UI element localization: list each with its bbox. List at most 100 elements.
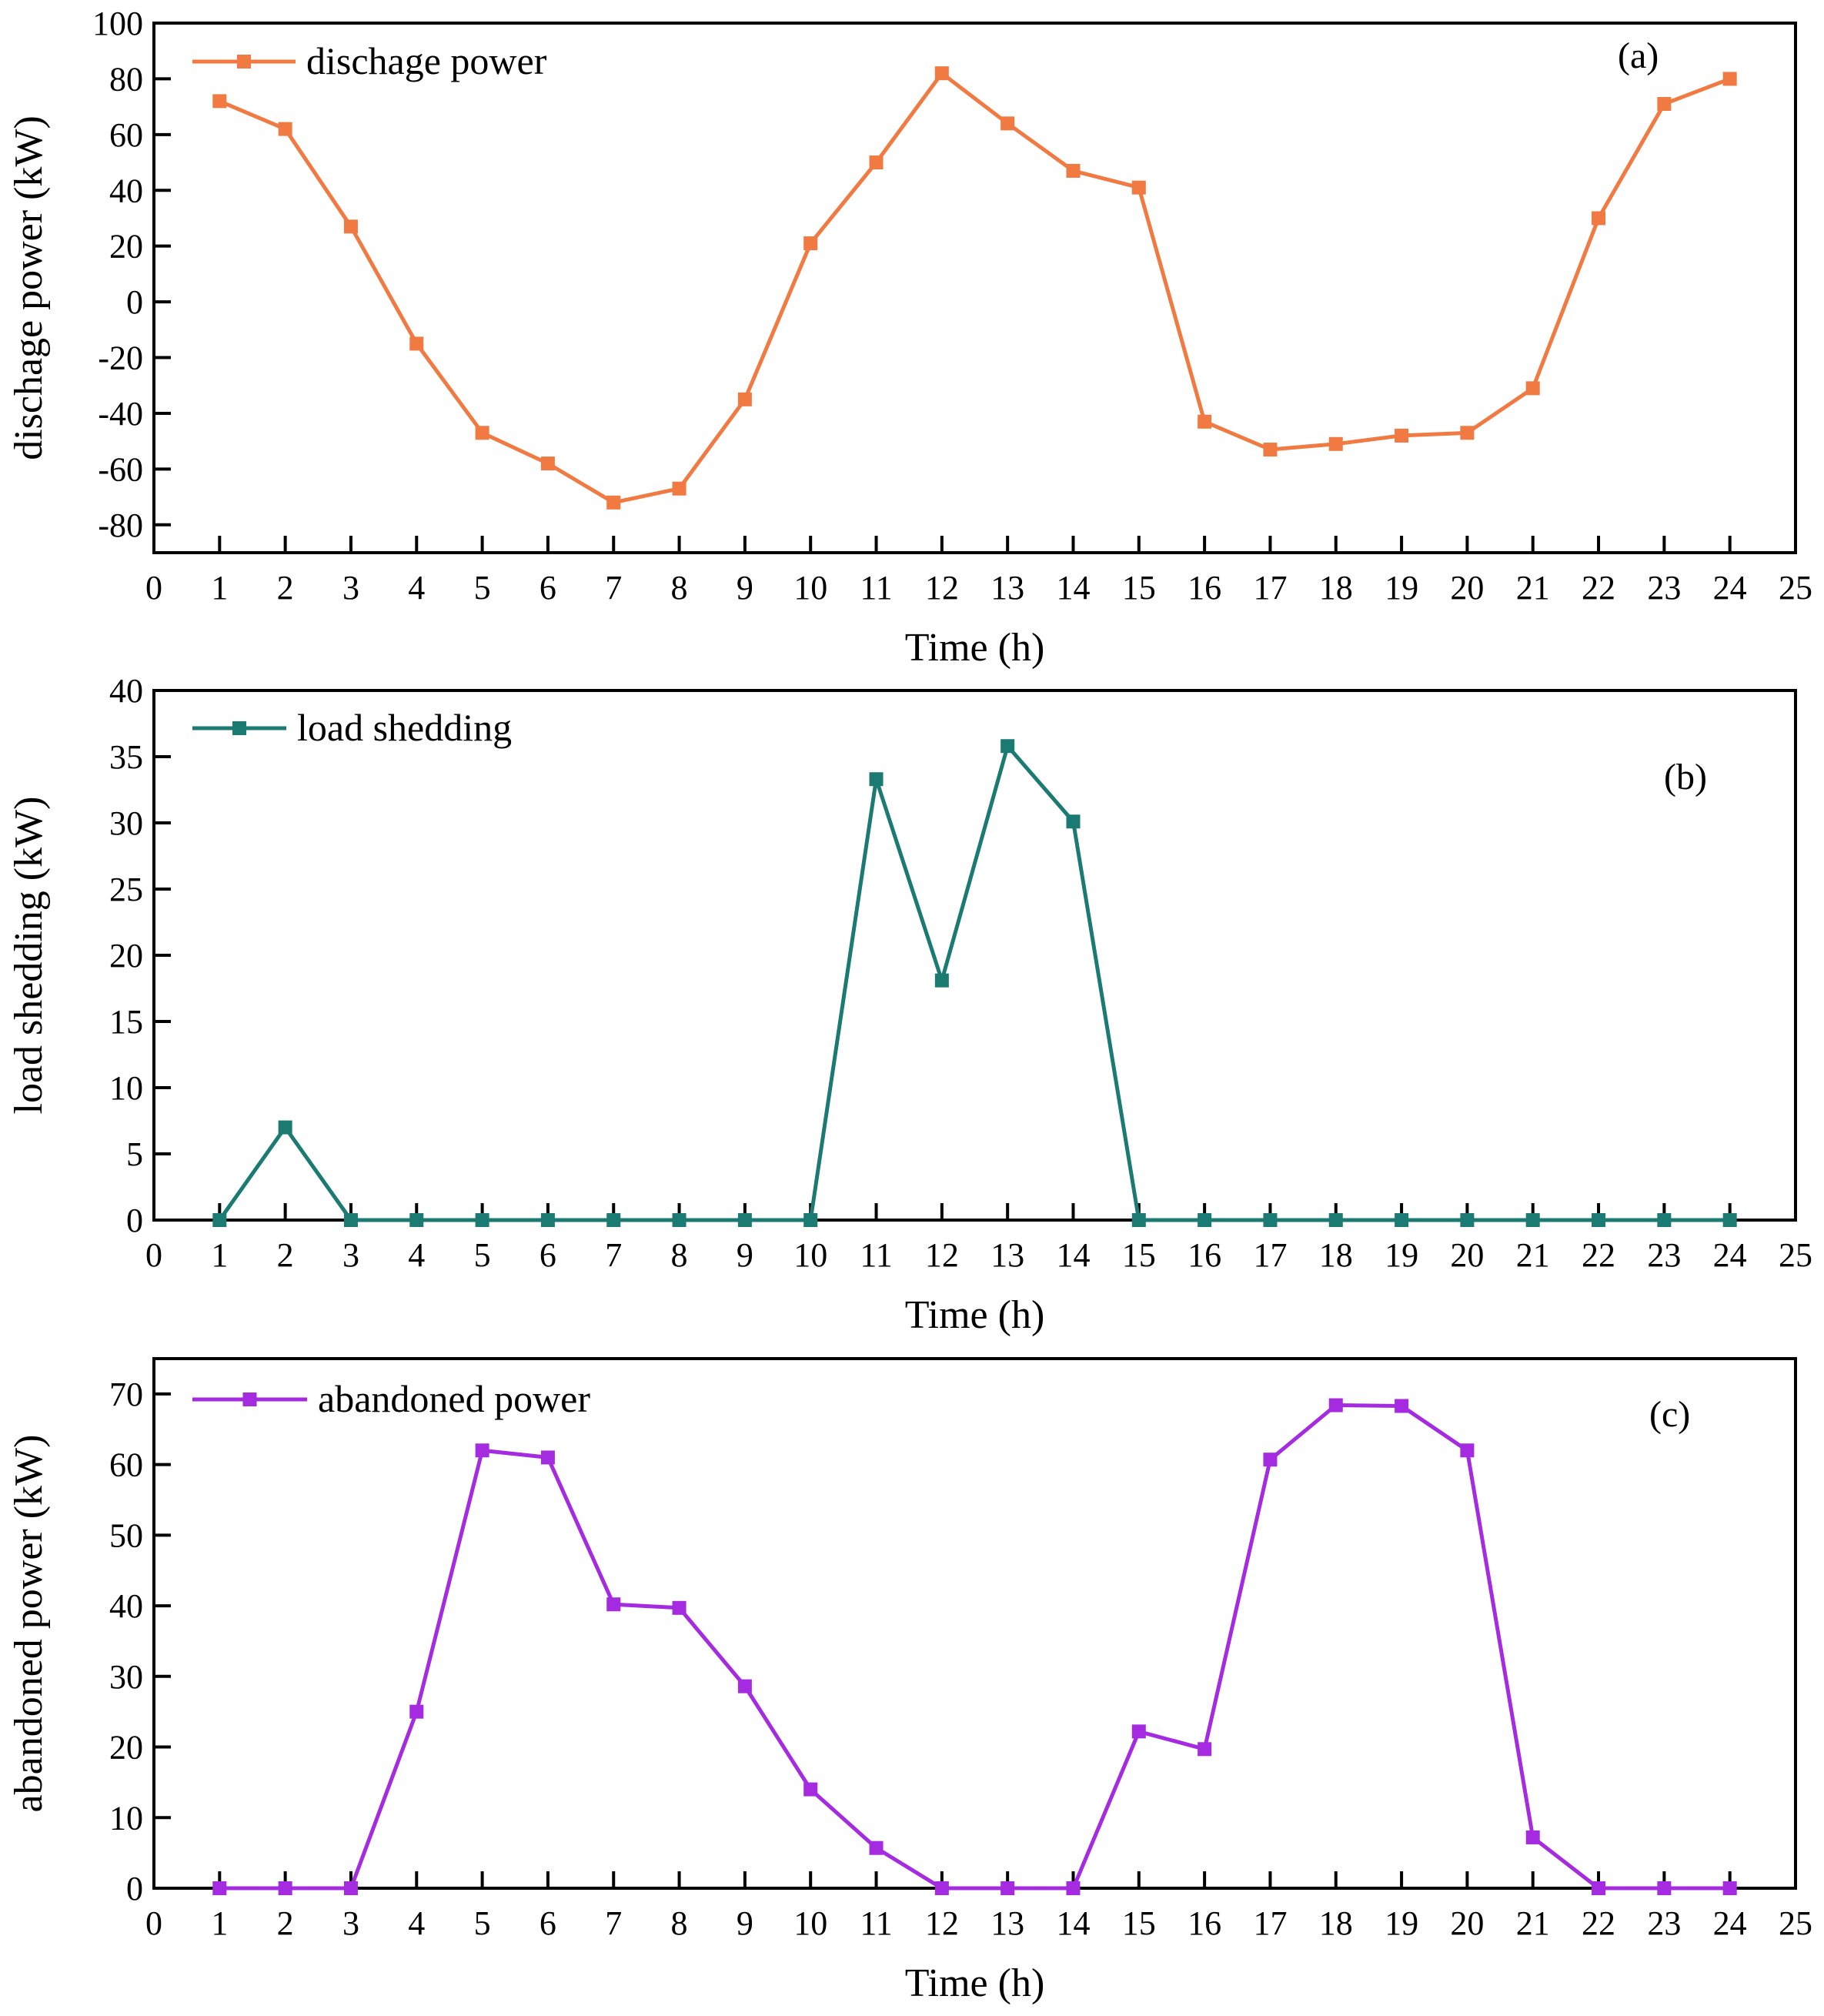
- data-point: [1592, 1881, 1606, 1895]
- data-point: [1066, 1881, 1081, 1895]
- data-point: [1328, 436, 1343, 451]
- data-point: [409, 1704, 424, 1719]
- data-point: [212, 1213, 227, 1227]
- x-tick-label: 9: [737, 1236, 753, 1274]
- x-tick-label: 17: [1253, 1904, 1287, 1942]
- x-tick-label: 11: [860, 1236, 892, 1274]
- y-tick-label: -80: [98, 507, 143, 544]
- x-tick-label: 24: [1713, 569, 1747, 607]
- data-point: [934, 1881, 949, 1895]
- panel-tag: (b): [1664, 757, 1707, 797]
- plot-frame: [152, 22, 1797, 554]
- y-axis-title: abandoned power (kW): [7, 1435, 51, 1813]
- data-point: [409, 336, 424, 351]
- x-tick-label: 16: [1188, 1236, 1221, 1274]
- y-tick-label: 5: [126, 1135, 143, 1173]
- data-point: [1525, 1830, 1540, 1844]
- x-tick-label: 9: [737, 1904, 753, 1942]
- x-tick-label: 2: [277, 1904, 294, 1942]
- x-tick-label: 25: [1779, 1236, 1812, 1274]
- data-point: [1657, 1213, 1672, 1227]
- x-tick-label: 22: [1582, 569, 1615, 607]
- data-point: [672, 1600, 687, 1615]
- y-tick-label: 100: [92, 5, 143, 42]
- x-tick-label: 18: [1319, 1236, 1353, 1274]
- data-point: [1001, 116, 1015, 131]
- data-point: [1460, 1443, 1475, 1458]
- y-tick-label: -20: [98, 339, 143, 377]
- x-tick-label: 5: [474, 1236, 491, 1274]
- x-tick-label: 1: [211, 569, 228, 607]
- x-tick-label: 20: [1450, 1236, 1484, 1274]
- x-tick-label: 10: [793, 1904, 827, 1942]
- y-tick-label: 10: [109, 1799, 143, 1837]
- x-tick-label: 6: [540, 569, 556, 607]
- x-tick-label: 12: [925, 1904, 959, 1942]
- chart-panel-a: 0 1 2 3 4 5 6 7 8 9 10 11 12 13 14 15 16 17 18 19 20 21 22 23 24…: [7, 5, 1812, 670]
- x-tick-label: 23: [1647, 1236, 1681, 1274]
- data-point: [934, 66, 949, 81]
- x-tick-label: 21: [1516, 1904, 1550, 1942]
- data-point: [1263, 1453, 1278, 1467]
- data-point: [869, 772, 884, 787]
- x-tick-label: 5: [474, 569, 491, 607]
- data-point: [1460, 426, 1475, 440]
- data-point: [1328, 1398, 1343, 1413]
- x-axis-title: Time (h): [905, 1293, 1045, 1337]
- legend: dischage power: [192, 39, 547, 82]
- y-tick-label: 70: [109, 1376, 143, 1413]
- legend-label: dischage power: [306, 39, 547, 82]
- data-point: [737, 1213, 752, 1227]
- x-tick-label: 20: [1450, 1904, 1484, 1942]
- series-line: [218, 744, 1730, 1222]
- x-tick-label: 4: [408, 1236, 425, 1274]
- x-tick-label: 1: [211, 1904, 228, 1942]
- data-point: [1131, 1724, 1146, 1739]
- x-tick-label: 13: [991, 569, 1024, 607]
- y-tick-label: 10: [109, 1069, 143, 1107]
- x-tick-label: 11: [860, 1904, 892, 1942]
- x-tick-label: 14: [1056, 1236, 1090, 1274]
- x-tick-label: 22: [1582, 1236, 1615, 1274]
- y-axis-title: dischage power (kW): [7, 115, 51, 460]
- data-point: [278, 122, 292, 136]
- legend: abandoned power: [192, 1377, 590, 1420]
- y-axis-title: load shedding (kW): [7, 796, 51, 1114]
- y-tick-label: 40: [109, 172, 143, 209]
- data-point: [869, 1840, 884, 1855]
- data-point: [1131, 180, 1146, 195]
- x-tick-label: 25: [1779, 569, 1812, 607]
- data-point: [540, 1450, 555, 1465]
- y-tick-label: 0: [126, 1202, 143, 1239]
- data-point: [803, 1782, 818, 1797]
- x-tick-label: 5: [474, 1904, 491, 1942]
- legend-label: load shedding: [297, 706, 512, 749]
- y-tick-label: -40: [98, 395, 143, 433]
- legend-marker: [242, 1392, 257, 1406]
- x-tick-label: 3: [342, 1236, 359, 1274]
- x-tick-label: 6: [540, 1904, 556, 1942]
- x-tick-label: 15: [1122, 1236, 1156, 1274]
- x-tick-label: 18: [1319, 569, 1353, 607]
- data-point: [343, 1881, 358, 1895]
- data-point: [1001, 739, 1015, 754]
- x-tick-label: 19: [1385, 1904, 1418, 1942]
- data-point: [1525, 381, 1540, 396]
- x-tick-label: 8: [671, 1236, 688, 1274]
- x-tick-label: 7: [605, 1904, 622, 1942]
- x-tick-label: 15: [1122, 1904, 1156, 1942]
- x-tick-label: 8: [671, 569, 688, 607]
- x-tick-label: 11: [860, 569, 892, 607]
- x-tick-label: 18: [1319, 1904, 1353, 1942]
- x-tick-label: 24: [1713, 1236, 1747, 1274]
- data-point: [869, 155, 884, 170]
- y-tick-label: 60: [109, 1446, 143, 1484]
- x-tick-label: 2: [277, 1236, 294, 1274]
- data-point: [606, 1597, 621, 1612]
- panel-tag: (a): [1618, 35, 1659, 76]
- x-tick-label: 7: [605, 1236, 622, 1274]
- x-tick-label: 9: [737, 569, 753, 607]
- x-tick-label: 4: [408, 569, 425, 607]
- x-tick-label: 3: [342, 1904, 359, 1942]
- x-tick-label: 12: [925, 569, 959, 607]
